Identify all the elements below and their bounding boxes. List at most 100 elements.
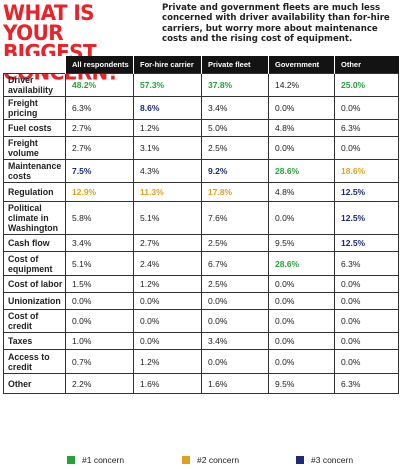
value-cell: 2.5% (201, 136, 269, 160)
legend: #1 concern #2 concern #3 concern (0, 455, 400, 467)
table-row: Freight volume 2.7% 3.1% 2.5% 0.0% 0.0% (3, 136, 399, 160)
value-cell: 2.5% (201, 234, 269, 252)
value-cell: 2.4% (133, 251, 202, 276)
row-label-line: Fuel costs (8, 123, 52, 133)
value-cell: 0.7% (65, 349, 134, 374)
value-cell: 0.0% (268, 96, 335, 120)
value-cell: 0.0% (268, 136, 335, 160)
value-cell: 1.2% (133, 275, 202, 293)
headline-line-1: WHAT IS YOUR (3, 0, 95, 45)
value-cell: 5.8% (65, 201, 134, 235)
row-label-line: Washington (8, 223, 59, 233)
row-label-line: costs (8, 171, 31, 181)
value-cell: 0.0% (133, 292, 202, 310)
value-cell: 6.7% (201, 251, 269, 276)
value-cell: 11.3% (133, 182, 202, 202)
value-cell: 0.0% (268, 349, 335, 374)
table-row: Access to credit 0.7% 1.2% 0.0% 0.0% 0.0% (3, 349, 399, 374)
value-cell: 1.6% (133, 373, 202, 394)
value-cell: 5.1% (65, 251, 134, 276)
row-label: Cost of labor (3, 275, 66, 293)
row-label-line: Unionization (8, 296, 61, 306)
row-label: Fuel costs (3, 119, 66, 137)
value-cell: 0.0% (268, 332, 335, 350)
value-cell: 5.0% (201, 119, 269, 137)
value-cell: 12.9% (65, 182, 134, 202)
legend-label: #1 concern (82, 455, 125, 465)
row-label: Other (3, 373, 66, 394)
value-cell: 2.7% (133, 234, 202, 252)
table-row: Taxes 1.0% 0.0% 3.4% 0.0% 0.0% (3, 332, 399, 350)
value-cell: 28.6% (268, 159, 335, 183)
column-header: Government (268, 56, 335, 74)
value-cell: 3.4% (201, 96, 269, 120)
row-label-line: volume (8, 148, 39, 158)
column-header: For-hire carrier (133, 56, 202, 74)
value-cell: 0.0% (268, 201, 335, 235)
table-row: Cash flow 3.4% 2.7% 2.5% 9.5% 12.5% (3, 234, 399, 252)
row-label-line: Cost of labor (8, 279, 63, 289)
row-label: Taxes (3, 332, 66, 350)
row-label-line: Cash flow (8, 238, 50, 248)
legend-item-2: #2 concern (182, 455, 239, 465)
value-cell: 12.5% (334, 234, 399, 252)
table-row: Cost of labor 1.5% 1.2% 2.5% 0.0% 0.0% (3, 275, 399, 293)
value-cell: 25.0% (334, 73, 399, 97)
value-cell: 2.7% (65, 136, 134, 160)
value-cell: 0.0% (334, 309, 399, 333)
value-cell: 9.2% (201, 159, 269, 183)
row-label-line: Cost of credit (8, 311, 39, 331)
value-cell: 48.2% (65, 73, 134, 97)
legend-item-1: #1 concern (67, 455, 124, 465)
value-cell: 3.1% (133, 136, 202, 160)
value-cell: 6.3% (334, 119, 399, 137)
row-label-line: Political (8, 203, 42, 213)
legend-swatch (67, 456, 75, 464)
row-label: Unionization (3, 292, 66, 310)
table-body: Driver availability 48.2% 57.3% 37.8% 14.2% 25… (3, 73, 399, 394)
value-cell: 4.8% (268, 182, 335, 202)
row-label-line: Cost of (8, 253, 39, 264)
legend-label: #3 concern (311, 455, 354, 465)
row-label-line: Freight (8, 98, 38, 108)
row-label: Driver availability (3, 73, 66, 97)
value-cell: 0.0% (334, 275, 399, 293)
row-label: Cost of equipment (3, 251, 66, 276)
value-cell: 3.4% (201, 332, 269, 350)
value-cell: 0.0% (334, 349, 399, 374)
value-cell: 12.5% (334, 182, 399, 202)
value-cell: 0.0% (334, 332, 399, 350)
value-cell: 0.0% (268, 309, 335, 333)
table-row: Regulation 12.9% 11.3% 17.8% 4.8% 12.5% (3, 182, 399, 202)
value-cell: 0.0% (201, 349, 269, 374)
value-cell: 0.0% (133, 332, 202, 350)
value-cell: 5.1% (133, 201, 202, 235)
row-label: Cost of credit (3, 309, 66, 333)
row-label-line: Maintenance (8, 161, 62, 171)
value-cell: 0.0% (334, 292, 399, 310)
value-cell: 2.2% (65, 373, 134, 394)
legend-item-3: #3 concern (296, 455, 353, 465)
value-cell: 0.0% (334, 136, 399, 160)
value-cell: 0.0% (334, 96, 399, 120)
row-label-line: Driver (8, 75, 34, 85)
table-row: Political climate in Washington 5.8% 5.1% 7.6… (3, 201, 399, 235)
header-corner (3, 56, 66, 74)
value-cell: 9.5% (268, 373, 335, 394)
value-cell: 1.5% (65, 275, 134, 293)
value-cell: 8.6% (133, 96, 202, 120)
value-cell: 1.2% (133, 349, 202, 374)
value-cell: 7.5% (65, 159, 134, 183)
value-cell: 1.2% (133, 119, 202, 137)
table-row: Cost of equipment 5.1% 2.4% 6.7% 28.6% 6.3% (3, 251, 399, 276)
row-label: Political climate in Washington (3, 201, 66, 235)
table-row: Cost of credit 0.0% 0.0% 0.0% 0.0% 0.0% (3, 309, 399, 333)
value-cell: 6.3% (65, 96, 134, 120)
row-label-line: climate in (8, 213, 49, 223)
row-label: Maintenance costs (3, 159, 66, 183)
value-cell: 6.3% (334, 373, 399, 394)
table-row: Unionization 0.0% 0.0% 0.0% 0.0% 0.0% (3, 292, 399, 310)
table-row: Maintenance costs 7.5% 4.3% 9.2% 28.6% 18.6% (3, 159, 399, 183)
row-label: Freight volume (3, 136, 66, 160)
value-cell: 0.0% (268, 292, 335, 310)
